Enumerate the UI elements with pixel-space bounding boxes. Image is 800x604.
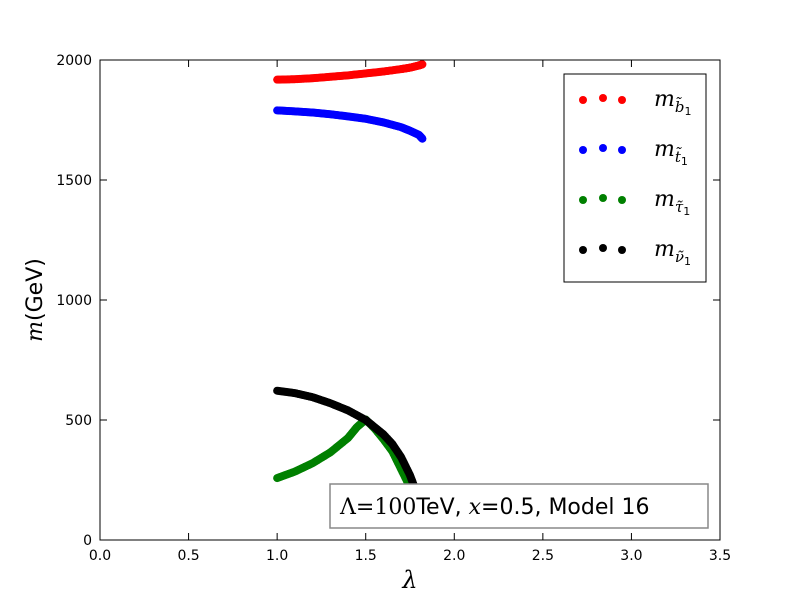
legend-marker	[599, 94, 607, 102]
legend-label: mb̃1	[654, 87, 691, 118]
x-tick-label: 0.0	[89, 548, 111, 564]
legend-marker	[618, 196, 626, 204]
series-1	[273, 106, 427, 143]
legend-label: mt̃1	[654, 137, 688, 168]
legend-marker	[579, 146, 587, 154]
legend: mb̃1 mt̃1 mτ̃1 mν̃1	[563, 73, 707, 283]
legend-marker	[579, 196, 587, 204]
data-point	[418, 60, 427, 69]
x-tick-label: 3.0	[620, 548, 642, 564]
legend-marker	[618, 246, 626, 254]
y-tick-label: 500	[65, 413, 92, 429]
legend-marker	[599, 144, 607, 152]
x-axis-label: λ	[401, 566, 417, 594]
annotation-box: Λ=100TeV, x=0.5, Model 16	[329, 483, 709, 529]
y-tick-label: 1000	[56, 293, 92, 309]
legend-marker	[618, 96, 626, 104]
x-tick-label: 3.5	[709, 548, 731, 564]
legend-marker	[579, 96, 587, 104]
legend-marker	[599, 194, 607, 202]
legend-label: mν̃1	[654, 237, 691, 268]
x-tick-label: 2.5	[532, 548, 554, 564]
data-point	[418, 134, 427, 143]
series-0	[273, 60, 427, 84]
legend-entry: mτ̃1	[579, 187, 690, 218]
legend-entry: mν̃1	[579, 237, 691, 268]
legend-box	[563, 73, 707, 283]
y-axis-label: m(GeV)	[23, 258, 48, 342]
legend-label: mτ̃1	[654, 187, 690, 218]
y-tick-label: 2000	[56, 53, 92, 69]
svg-text:m(GeV): m(GeV)	[23, 258, 48, 342]
y-tick-label: 0	[83, 533, 92, 549]
legend-marker	[599, 244, 607, 252]
x-tick-label: 1.0	[266, 548, 288, 564]
legend-marker	[579, 246, 587, 254]
legend-entry: mb̃1	[579, 87, 691, 118]
y-tick-label: 1500	[56, 173, 92, 189]
annotation-text: Λ=100TeV, x=0.5, Model 16	[339, 495, 649, 520]
x-tick-label: 2.0	[443, 548, 465, 564]
legend-marker	[618, 146, 626, 154]
x-tick-label: 1.5	[355, 548, 377, 564]
legend-entry: mt̃1	[579, 137, 688, 168]
x-tick-label: 0.5	[177, 548, 199, 564]
